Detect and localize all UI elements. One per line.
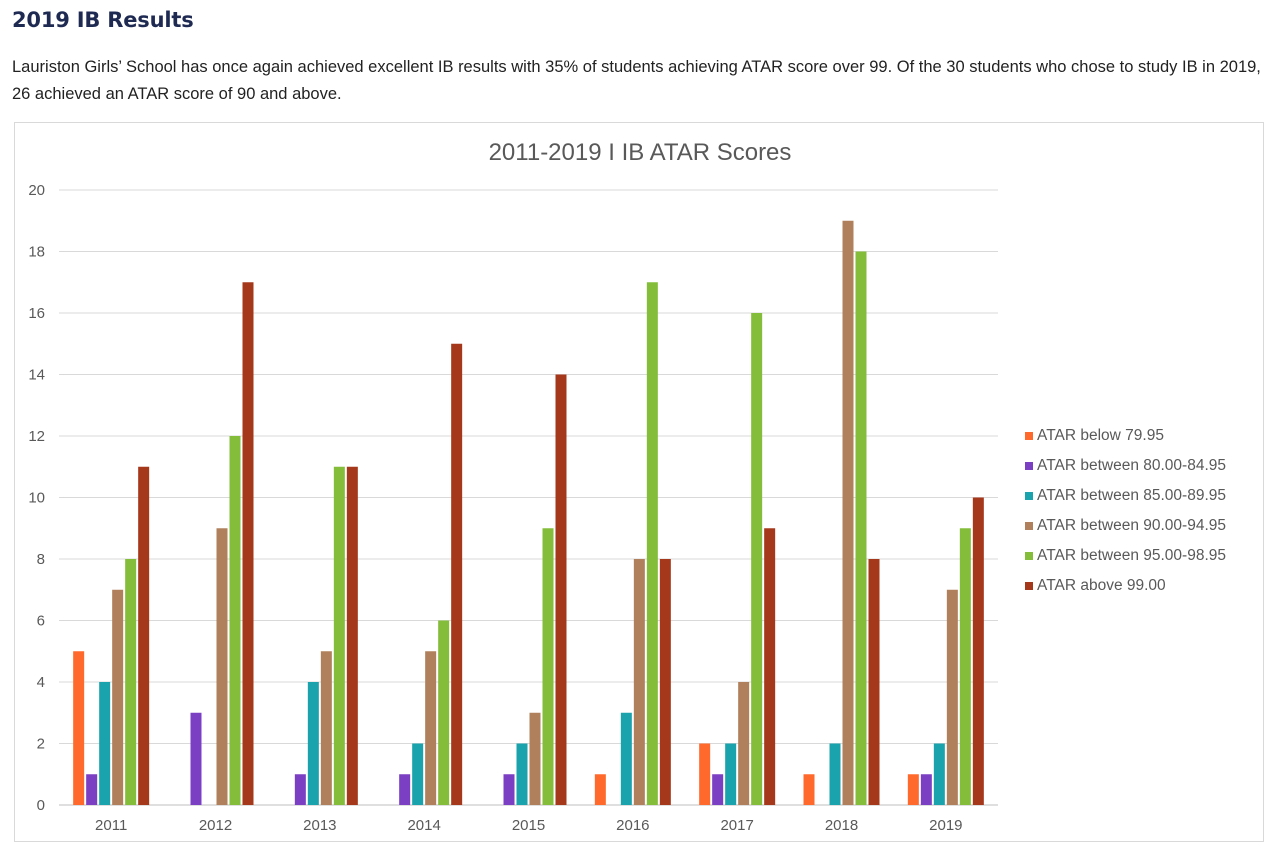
x-tick-label: 2013 — [303, 817, 336, 834]
y-tick-label: 16 — [28, 305, 45, 322]
bar-2011-series-6 — [138, 466, 150, 805]
x-tick-label: 2012 — [199, 817, 232, 834]
legend-item: ATAR above 99.00 — [1025, 571, 1226, 601]
bar-2017-series-5 — [751, 313, 763, 805]
bar-2011-series-2 — [86, 774, 98, 805]
bar-2012-series-6 — [242, 282, 254, 805]
bar-2017-series-2 — [712, 774, 724, 805]
y-tick-label: 18 — [28, 244, 45, 261]
bar-2018-series-4 — [842, 220, 854, 805]
intro-paragraph: Lauriston Girls’ School has once again a… — [12, 58, 1261, 103]
bar-2015-series-2 — [503, 774, 515, 805]
bar-2011-series-5 — [125, 559, 137, 805]
legend-swatch — [1025, 462, 1033, 470]
x-tick-label: 2018 — [825, 817, 858, 834]
bar-2012-series-5 — [229, 436, 241, 805]
legend-item: ATAR between 85.00-89.95 — [1025, 481, 1226, 511]
legend-label: ATAR between 85.00-89.95 — [1037, 487, 1226, 504]
y-tick-label: 20 — [28, 182, 45, 199]
y-tick-label: 10 — [28, 490, 45, 507]
x-tick-label: 2011 — [95, 817, 127, 834]
bar-2016-series-5 — [646, 282, 658, 805]
y-tick-label: 14 — [28, 367, 45, 384]
bar-2019-series-6 — [972, 497, 984, 805]
legend-swatch — [1025, 522, 1033, 530]
bar-2014-series-6 — [451, 343, 463, 805]
bar-2017-series-6 — [764, 528, 776, 805]
bar-2012-series-4 — [216, 528, 228, 805]
legend-label: ATAR between 95.00-98.95 — [1037, 547, 1226, 564]
bar-2019-series-5 — [959, 528, 971, 805]
bar-2015-series-3 — [516, 743, 528, 805]
y-tick-label: 12 — [28, 428, 45, 445]
bar-2018-series-5 — [855, 251, 867, 805]
bar-2017-series-1 — [699, 743, 711, 805]
bar-2014-series-2 — [399, 774, 411, 805]
bar-2017-series-4 — [738, 682, 750, 805]
bar-2011-series-1 — [73, 651, 85, 805]
legend-item: ATAR between 80.00-84.95 — [1025, 451, 1226, 481]
legend-item: ATAR between 95.00-98.95 — [1025, 541, 1226, 571]
chart-legend: ATAR below 79.95 ATAR between 80.00-84.95… — [1025, 421, 1226, 601]
bar-2011-series-4 — [112, 589, 124, 805]
x-tick-label: 2014 — [407, 817, 440, 834]
bar-2013-series-6 — [346, 466, 358, 805]
bar-2016-series-1 — [594, 774, 606, 805]
bar-chart: 0 2 4 6 8 10 12 14 16 18 20 2011 2012 2013 2014 2015 201… — [28, 182, 998, 834]
y-tick-label: 4 — [37, 674, 45, 691]
bar-2016-series-4 — [633, 559, 645, 805]
y-tick-label: 8 — [37, 551, 45, 568]
bar-2018-series-1 — [803, 774, 815, 805]
bar-2019-series-3 — [933, 743, 945, 805]
bar-2018-series-3 — [829, 743, 841, 805]
legend-label: ATAR between 80.00-84.95 — [1037, 457, 1226, 474]
bar-2017-series-3 — [725, 743, 737, 805]
legend-label: ATAR above 99.00 — [1037, 577, 1166, 594]
bar-2013-series-4 — [320, 651, 332, 805]
bar-2015-series-5 — [542, 528, 554, 805]
x-tick-label: 2015 — [512, 817, 545, 834]
bar-2014-series-5 — [438, 620, 450, 805]
bar-2018-series-6 — [868, 559, 880, 805]
legend-item: ATAR between 90.00-94.95 — [1025, 511, 1226, 541]
legend-item: ATAR below 79.95 — [1025, 421, 1226, 451]
legend-swatch — [1025, 582, 1033, 590]
chart-title: 2011-2019 I IB ATAR Scores — [488, 139, 792, 166]
bar-2011-series-3 — [99, 682, 111, 805]
legend-swatch — [1025, 432, 1033, 440]
y-tick-label: 0 — [37, 797, 45, 814]
bar-2016-series-3 — [620, 712, 632, 805]
bar-2015-series-6 — [555, 374, 567, 805]
bar-2019-series-2 — [920, 774, 932, 805]
legend-label: ATAR between 90.00-94.95 — [1037, 517, 1226, 534]
x-tick-label: 2019 — [929, 817, 962, 834]
x-tick-label: 2017 — [720, 817, 753, 834]
bar-2015-series-4 — [529, 712, 541, 805]
bar-2013-series-5 — [333, 466, 345, 805]
legend-label: ATAR below 79.95 — [1037, 427, 1164, 444]
y-tick-label: 6 — [37, 613, 45, 630]
bar-2014-series-4 — [425, 651, 437, 805]
y-tick-label: 2 — [37, 736, 45, 753]
bar-2012-series-2 — [190, 712, 202, 805]
bar-2014-series-3 — [412, 743, 424, 805]
bar-2016-series-6 — [659, 559, 671, 805]
bar-2019-series-4 — [946, 589, 958, 805]
legend-swatch — [1025, 552, 1033, 560]
legend-swatch — [1025, 492, 1033, 500]
bar-2013-series-3 — [307, 682, 319, 805]
bar-2013-series-2 — [294, 774, 306, 805]
page-title: 2019 IB Results — [12, 8, 194, 32]
bar-2019-series-1 — [907, 774, 919, 805]
chart-container: 2011-2019 I IB ATAR Scores 0 2 4 6 8 10 12 14 16… — [14, 122, 1264, 842]
x-tick-label: 2016 — [616, 817, 649, 834]
